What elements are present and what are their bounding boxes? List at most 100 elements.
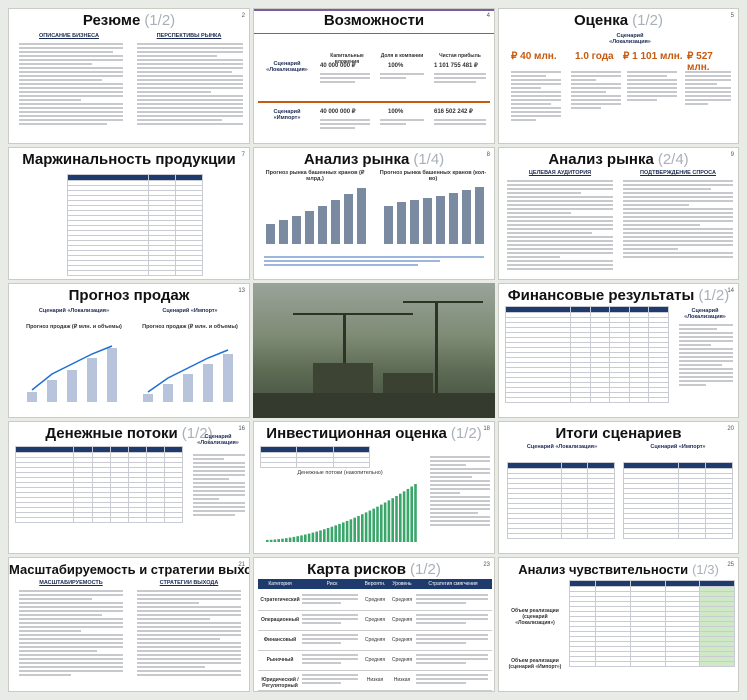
- bar: [387, 500, 391, 542]
- slide-risk-map[interactable]: Карта рисков (1/2) 23 Категория Риск Веро…: [253, 557, 495, 692]
- capex-value: 40 000 000 ₽: [320, 109, 356, 115]
- bar: [406, 488, 410, 542]
- share-value: 100%: [388, 63, 404, 69]
- bar: [338, 523, 341, 542]
- chart-title: Прогноз рынка башенных кранов (кол-во): [379, 170, 487, 182]
- column-header: Вероятн.: [364, 581, 386, 587]
- bar: [436, 196, 445, 244]
- bar: [107, 348, 117, 402]
- bar: [277, 539, 280, 542]
- profit-value: 1 101 755 481 ₽: [434, 63, 478, 69]
- scenario-label: Сценарий «Локализация»: [684, 308, 726, 320]
- risk-probability: Средняя: [364, 657, 386, 663]
- risk-level: Низкая: [393, 677, 411, 683]
- slide-number: 2: [241, 13, 245, 19]
- slide-number: 20: [727, 426, 734, 432]
- bar: [304, 534, 307, 542]
- slide-number: 8: [486, 152, 490, 158]
- risk-probability: Средняя: [364, 637, 386, 643]
- bar: [87, 358, 97, 402]
- slide-financial-results[interactable]: Финансовые результаты (1/2) 14 Сценарий «…: [498, 283, 739, 418]
- bar: [423, 198, 432, 244]
- slide-sensitivity[interactable]: Анализ чувствительности (1/3) 25 Объем ре…: [498, 557, 739, 692]
- slide-title: Финансовые результаты (1/2): [507, 287, 730, 304]
- section-heading: ЦЕЛЕВАЯ АУДИТОРИЯ: [528, 170, 592, 176]
- slide-market-1[interactable]: Анализ рынка (1/4) 8 Прогноз рынка башенн…: [253, 147, 495, 280]
- slide-market-2[interactable]: Анализ рынка (2/4) 9 ЦЕЛЕВАЯ АУДИТОРИЯ ПО…: [498, 147, 739, 280]
- kpi-payback: 1.0 года: [575, 51, 614, 62]
- scenario-label: Сценарий «Импорт»: [273, 109, 301, 121]
- bar: [376, 506, 379, 542]
- bar: [143, 394, 153, 402]
- slide-scalability[interactable]: Масштабируемость и стратегии выхода 21 М…: [8, 557, 250, 692]
- bar: [319, 530, 322, 542]
- bar: [384, 206, 393, 244]
- slide-title: Инвестиционная оценка (1/2): [266, 425, 482, 442]
- sensitivity-table: [568, 580, 735, 667]
- slide-number: 21: [238, 562, 245, 568]
- slide-margins[interactable]: Маржинальность продукции 7: [8, 147, 250, 280]
- bar: [331, 200, 340, 244]
- slide-title: Итоги сценариев: [555, 425, 682, 442]
- slide-title: Карта рисков (1/2): [307, 561, 441, 578]
- profit-value: 616 502 242 ₽: [434, 109, 473, 115]
- bar: [305, 211, 314, 244]
- chart-title: Прогноз рынка башенных кранов (₽ млрд.): [265, 170, 365, 182]
- slide-scenario-summary[interactable]: Итоги сценариев 20 Сценарий «Локализация…: [498, 421, 739, 554]
- risk-table-header: [258, 579, 492, 589]
- bar: [285, 538, 288, 542]
- bar: [307, 533, 311, 542]
- bar: [288, 537, 292, 542]
- bar: [292, 216, 301, 244]
- slide-title: Прогноз продаж: [68, 287, 190, 304]
- bar: [27, 392, 37, 402]
- risk-row: Стратегический Средняя Средняя: [258, 591, 492, 611]
- section-heading: СТРАТЕГИИ ВЫХОДА: [159, 580, 219, 586]
- bar: [399, 493, 402, 542]
- slide-number: 5: [730, 13, 734, 19]
- slide-cash-flows[interactable]: Денежные потоки (1/2) 16 Сценарий «Локали…: [8, 421, 250, 554]
- slide-number: 7: [241, 152, 245, 158]
- risk-probability: Средняя: [364, 597, 386, 603]
- kpi-profit: ₽ 1 101 млн.: [623, 51, 683, 62]
- bar: [281, 538, 284, 542]
- slide-number: 16: [238, 426, 245, 432]
- volume-line: [31, 345, 113, 391]
- capex-value: 40 000 000 ₽: [320, 63, 356, 69]
- risk-level: Средняя: [391, 597, 413, 603]
- cashflow-table: [14, 446, 184, 523]
- slide-sales-forecast[interactable]: Прогноз продаж 13 Сценарий «Локализация»…: [8, 283, 250, 418]
- market-chart-volume: [384, 187, 484, 244]
- risk-row: Операционный Средняя Средняя: [258, 611, 492, 631]
- slide-opportunities[interactable]: Возможности 4 Капитальные вложения Доля …: [253, 8, 495, 144]
- slide-investment-valuation[interactable]: Инвестиционная оценка (1/2) 18 Денежные п…: [253, 421, 495, 554]
- slide-valuation[interactable]: Оценка (1/2) 5 Сценарий «Локализация» ₽ 4…: [498, 8, 739, 144]
- risk-category: Юридический / Регуляторный: [261, 677, 299, 689]
- row-group-label: Объем реализации (сценарий «Импорт»): [508, 658, 562, 670]
- bar: [410, 200, 419, 244]
- bar: [368, 510, 372, 542]
- risk-row: Юридический / Регуляторный Низкая Низкая: [258, 671, 492, 691]
- slide-number: 13: [238, 288, 245, 294]
- slide-number: 23: [483, 562, 490, 568]
- bar: [47, 380, 57, 402]
- bar: [475, 187, 484, 244]
- bar: [330, 526, 334, 542]
- chart-title: Прогноз продаж (₽ млн. и объемы): [26, 324, 122, 330]
- section-heading: МАСШТАБИРУЕМОСТЬ: [39, 580, 103, 586]
- slide-number: 9: [730, 152, 734, 158]
- scenario-label: Сценарий «Импорт»: [162, 308, 218, 314]
- bar: [223, 354, 233, 402]
- bar: [345, 520, 349, 542]
- bar: [449, 193, 458, 244]
- slide-resume[interactable]: Резюме (1/2) 2 ОПИСАНИЕ БИЗНЕСА ПЕРСПЕКТИ…: [8, 8, 250, 144]
- sales-chart-localization: [27, 345, 117, 402]
- bars: [384, 187, 484, 244]
- bar: [395, 495, 398, 542]
- column-header: Категория: [268, 581, 292, 587]
- construction-crane-photo: [253, 283, 495, 418]
- section-heading: ПЕРСПЕКТИВЫ РЫНКА: [156, 33, 222, 39]
- bar: [279, 220, 288, 244]
- cumulative-cashflow-chart: [266, 484, 417, 542]
- text-block: [137, 43, 243, 127]
